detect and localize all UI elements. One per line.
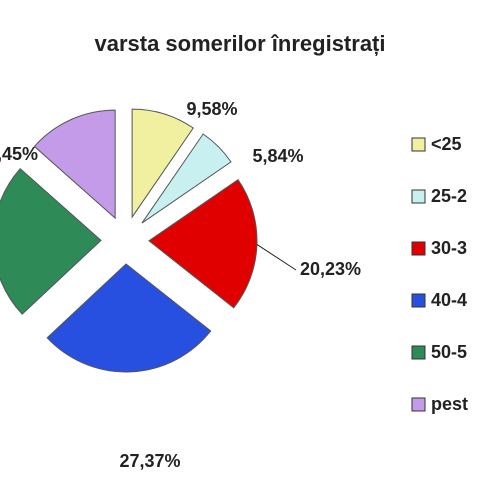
legend-label: 50-5 (431, 342, 467, 362)
legend-label: pest (431, 394, 468, 414)
legend-label: 30-3 (431, 238, 467, 258)
data-label: 27,37% (119, 451, 180, 471)
data-label: 9,58% (186, 99, 237, 119)
data-label: 5,84% (252, 146, 303, 166)
leader-line (256, 244, 297, 271)
legend-swatch (411, 241, 426, 256)
legend-label: <25 (431, 134, 462, 154)
legend-swatch (411, 189, 426, 204)
data-label: 13,45% (0, 144, 38, 164)
legend-label: 40-4 (431, 290, 467, 310)
pie-slice (131, 108, 194, 219)
pie-slice (0, 167, 102, 315)
legend-swatch (411, 293, 426, 308)
legend-swatch (411, 345, 426, 360)
pie-slice (33, 109, 116, 220)
pie-slice (141, 133, 232, 224)
chart-title: varsta somerilor înregistrați (94, 31, 385, 56)
data-label: 20,23% (300, 259, 361, 279)
legend-swatch (411, 397, 426, 412)
legend-swatch (411, 137, 426, 152)
pie-slice (46, 263, 212, 373)
legend-label: 25-2 (431, 186, 467, 206)
